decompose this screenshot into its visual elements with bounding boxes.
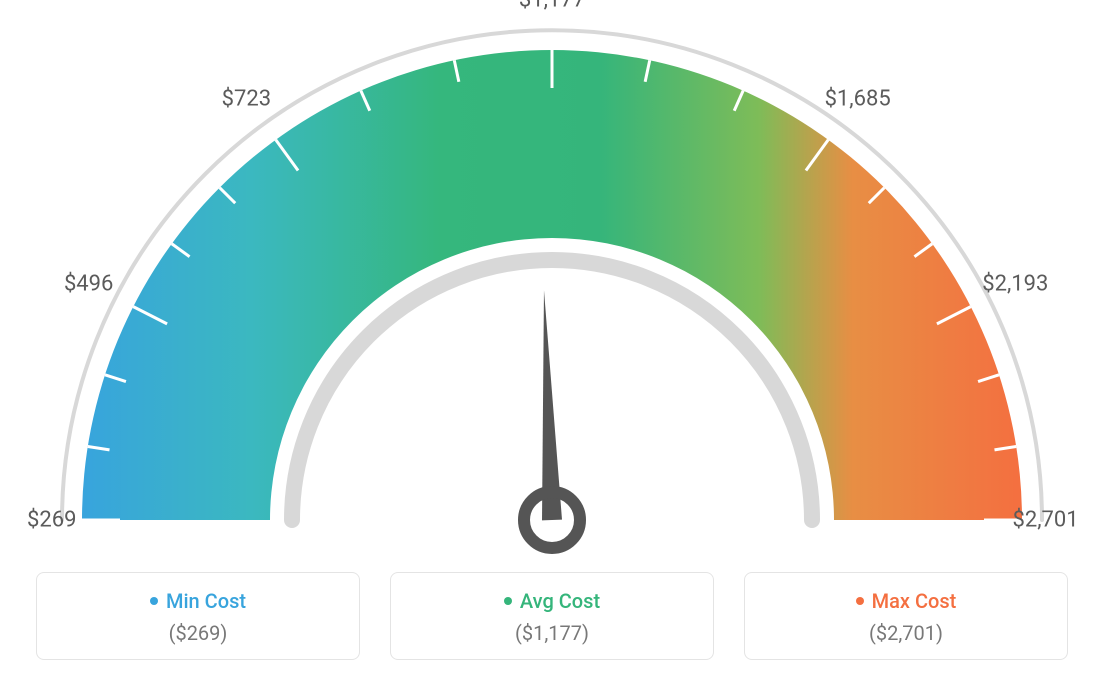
legend-min-title: Min Cost (49, 589, 347, 613)
dot-icon (150, 597, 158, 605)
gauge-tick-label: $2,193 (982, 271, 1048, 296)
gauge-tick-label: $2,701 (1012, 508, 1078, 533)
gauge-tick-label: $269 (27, 508, 76, 533)
legend-row: Min Cost ($269) Avg Cost ($1,177) Max Co… (36, 572, 1068, 660)
gauge-tick-label: $1,685 (825, 87, 891, 112)
legend-avg-value: ($1,177) (403, 621, 701, 645)
cost-gauge: $269 $496 $723 $1,177 $1,685 $2,193 $2,701 (0, 0, 1104, 560)
legend-min-card: Min Cost ($269) (36, 572, 360, 660)
legend-max-card: Max Cost ($2,701) (744, 572, 1068, 660)
legend-max-label: Max Cost (872, 589, 957, 613)
gauge-tick-label: $496 (64, 271, 113, 296)
legend-min-label: Min Cost (166, 589, 246, 613)
legend-avg-card: Avg Cost ($1,177) (390, 572, 714, 660)
dot-icon (504, 597, 512, 605)
legend-max-value: ($2,701) (757, 621, 1055, 645)
gauge-tick-label: $1,177 (519, 0, 585, 13)
legend-max-title: Max Cost (757, 589, 1055, 613)
legend-avg-label: Avg Cost (520, 589, 600, 613)
dot-icon (856, 597, 864, 605)
legend-avg-title: Avg Cost (403, 589, 701, 613)
legend-min-value: ($269) (49, 621, 347, 645)
gauge-tick-label: $723 (222, 87, 271, 112)
